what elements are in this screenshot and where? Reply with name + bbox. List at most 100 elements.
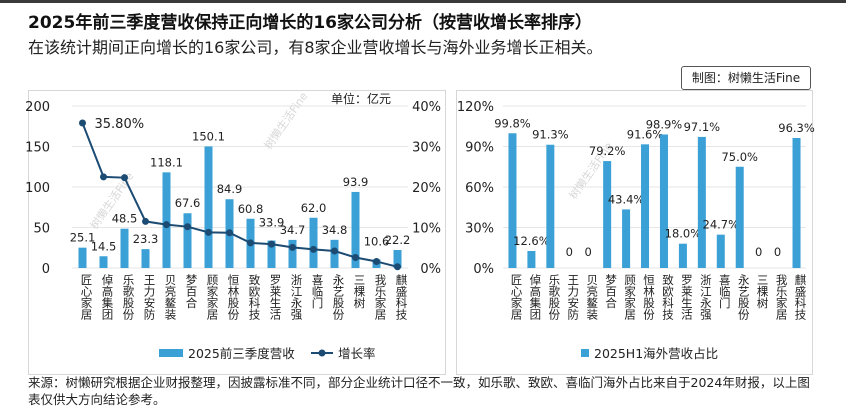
overseas-share-bar	[697, 136, 706, 268]
right-category-label: 三棵树	[756, 274, 770, 309]
right-y-tick: 40%	[412, 100, 441, 115]
left-category-label: 永艺股份	[332, 273, 346, 321]
overseas-share-label: 99.8%	[494, 116, 531, 130]
overseas-share-label: 91.3%	[532, 128, 569, 142]
overseas-share-bar	[678, 243, 687, 268]
revenue-label: 150.1	[192, 129, 225, 143]
revenue-bar	[309, 217, 318, 268]
left-category-label: 恒林股份	[227, 274, 241, 321]
right-category-label: 喜临门	[718, 274, 732, 309]
left-y-tick: 0	[42, 262, 50, 277]
overseas-share-bar	[641, 144, 650, 268]
right-category-label: 贝亮鳌装	[585, 274, 599, 321]
overseas-share-label: 91.6%	[627, 127, 664, 141]
right-chart-y-tick: 0%	[473, 262, 494, 277]
revenue-label: 14.5	[91, 239, 117, 253]
left-y-tick: 200	[25, 100, 50, 115]
growth-rate-point	[394, 263, 401, 271]
source-note: 来源：树懒研究根据企业财报整理，因披露标准不同，部分企业统计口径不一致，如乐歌、…	[28, 375, 810, 407]
right-y-tick: 30%	[412, 141, 441, 156]
left-category-label: 浙江永强	[290, 274, 304, 321]
revenue-bar	[183, 213, 192, 268]
overseas-share-label: 98.9%	[646, 117, 683, 131]
left-y-tick: 50	[33, 222, 50, 237]
unit-label: 单位：亿元	[331, 92, 392, 106]
overseas-share-bar	[527, 250, 536, 268]
overseas-share-label: 12.6%	[513, 234, 550, 248]
left-category-label: 致欧科技	[248, 273, 262, 321]
overseas-share-label: 0	[566, 245, 573, 259]
overseas-share-label: 43.4%	[608, 192, 645, 206]
growth-rate-point	[184, 223, 191, 231]
overseas-share-bar	[546, 144, 555, 268]
right-category-label: 永艺股份	[737, 273, 751, 321]
revenue-label: 118.1	[150, 155, 183, 169]
revenue-bar	[204, 146, 213, 268]
left-category-label: 罗莱生活	[269, 274, 283, 321]
legend-bar-swatch	[159, 349, 183, 357]
right-category-label: 罗莱生活	[680, 274, 694, 321]
revenue-label: 25.1	[70, 231, 96, 245]
overseas-share-label: 18.0%	[665, 227, 702, 241]
right-y-tick: 10%	[412, 222, 441, 237]
page-subtitle: 在该统计期间正向增长的16家公司，有8家企业营收增长与海外业务增长正相关。	[28, 38, 603, 57]
revenue-bar	[162, 172, 171, 268]
legend-share-swatch	[581, 349, 589, 357]
growth-rate-point	[100, 173, 107, 181]
left-category-label: 顾家家居	[206, 274, 220, 321]
right-category-label: 浙江永强	[699, 274, 713, 321]
right-chart-y-tick: 90%	[465, 141, 494, 156]
revenue-bar	[99, 256, 108, 268]
revenue-label: 48.5	[112, 212, 138, 226]
overseas-share-label: 0	[755, 245, 762, 259]
left-category-label: 匠心家居	[80, 274, 94, 321]
growth-rate-point	[268, 240, 275, 248]
revenue-label: 33.9	[259, 216, 285, 230]
overseas-share-bar	[508, 133, 517, 268]
revenue-bar	[141, 249, 150, 268]
growth-rate-point	[247, 239, 254, 247]
growth-rate-point	[79, 119, 86, 127]
legend-bar-label: 2025前三季度营收	[188, 346, 295, 361]
growth-rate-point	[352, 253, 359, 261]
left-category-label: 我乐家居	[374, 274, 388, 321]
overseas-share-label: 96.3%	[778, 121, 815, 135]
watermark-text: 树懒生活Fine	[261, 89, 311, 152]
revenue-bar	[78, 247, 87, 268]
right-chart-y-tick: 120%	[457, 100, 494, 115]
overseas-share-bar	[735, 166, 744, 268]
revenue-bar	[393, 250, 402, 268]
overseas-share-bar	[603, 161, 612, 268]
revenue-label: 34.8	[322, 223, 348, 237]
overseas-share-label: 79.2%	[589, 144, 626, 158]
revenue-label: 60.8	[238, 202, 264, 216]
overseas-share-bar	[622, 209, 631, 268]
revenue-bar	[288, 239, 297, 268]
growth-rate-point	[373, 258, 380, 266]
left-category-label: 乐歌股份	[122, 274, 136, 321]
right-category-label: 顾家家居	[623, 274, 637, 321]
left-category-label: 麒盛科技	[395, 273, 409, 321]
left-category-label: 喜临门	[311, 274, 325, 309]
growth-rate-point	[121, 174, 128, 182]
growth-rate-point	[289, 243, 296, 251]
revenue-label: 10.6	[364, 234, 390, 248]
growth-rate-point	[226, 229, 233, 237]
revenue-label: 67.6	[175, 196, 201, 210]
growth-rate-point	[331, 247, 338, 255]
overseas-share-label: 24.7%	[703, 218, 740, 232]
overseas-share-label: 75.0%	[721, 150, 758, 164]
growth-rate-line	[81, 122, 398, 268]
left-y-tick: 100	[25, 181, 50, 196]
left-chart-panel	[28, 90, 446, 375]
revenue-label: 22.2	[385, 233, 411, 247]
revenue-label: 84.9	[217, 182, 243, 196]
right-chart-y-tick: 30%	[465, 222, 494, 237]
growth-rate-point	[310, 245, 317, 253]
right-y-tick: 20%	[412, 181, 441, 196]
left-category-label: 王力安防	[143, 274, 157, 321]
page-title: 2025年前三季度营收保持正向增长的16家公司分析（按营收增长率排序）	[28, 13, 592, 33]
revenue-bar	[267, 240, 276, 268]
revenue-label: 34.7	[280, 223, 306, 237]
